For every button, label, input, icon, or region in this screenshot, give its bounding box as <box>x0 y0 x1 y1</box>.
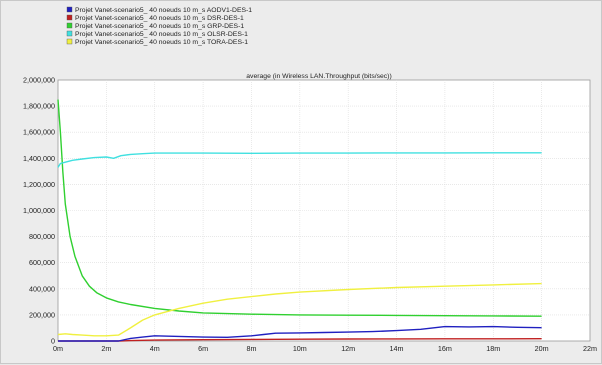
x-tick-label: 4m <box>150 344 160 353</box>
series-line-0 <box>58 325 542 342</box>
x-tick-label: 2m <box>101 344 111 353</box>
legend-label: Projet Vanet-scenario5_ 40 noeuds 10 m_s… <box>75 39 248 46</box>
x-tick-label: 0m <box>53 344 63 353</box>
series-line-4 <box>57 282 542 337</box>
x-tick-label: 6m <box>198 344 208 353</box>
y-tick-label: 1,600,000 <box>23 128 55 137</box>
x-tick-label: 12m <box>341 344 355 353</box>
y-tick-label: 0 <box>51 337 55 346</box>
series-line-3 <box>57 152 542 168</box>
chart-title: average (in Wireless LAN.Throughput (bit… <box>246 73 391 80</box>
legend-label: Projet Vanet-scenario5_ 40 noeuds 10 m_s… <box>75 7 252 14</box>
y-tick-label: 800,000 <box>29 232 55 241</box>
legend-label: Projet Vanet-scenario5_ 40 noeuds 10 m_s… <box>75 31 248 38</box>
series-lines <box>57 99 542 342</box>
grid-lines <box>58 80 590 341</box>
legend-swatch <box>66 14 73 21</box>
x-tick-label: 20m <box>535 344 549 353</box>
x-tick-label: 10m <box>293 344 307 353</box>
x-tick-labels: 0m 2m 4m 6m 8m 10m 12m 14m 16m 18m 20m 22m <box>53 344 597 353</box>
legend: Projet Vanet-scenario5_ 40 noeuds 10 m_s… <box>66 6 252 46</box>
series-line-2 <box>57 99 542 317</box>
legend-label: Projet Vanet-scenario5_ 40 noeuds 10 m_s… <box>75 23 244 30</box>
y-tick-label: 2,000,000 <box>23 76 55 85</box>
y-tick-label: 600,000 <box>29 258 55 267</box>
y-tick-label: 1,200,000 <box>23 180 55 189</box>
y-tick-label: 1,800,000 <box>23 102 55 111</box>
y-tick-label: 400,000 <box>29 284 55 293</box>
y-tick-label: 1,000,000 <box>23 206 55 215</box>
y-tick-label: 200,000 <box>29 310 55 319</box>
legend-swatch <box>66 6 73 13</box>
series-line-1 <box>58 338 542 342</box>
legend-swatch <box>66 30 73 37</box>
x-tick-label: 8m <box>246 344 256 353</box>
x-tick-label: 18m <box>486 344 500 353</box>
legend-swatch <box>66 38 73 45</box>
y-tick-labels: 0 200,000 400,000 600,000 800,000 1,000,000 1,… <box>23 76 55 346</box>
y-tick-label: 1,400,000 <box>23 154 55 163</box>
x-tick-label: 14m <box>390 344 404 353</box>
legend-label: Projet Vanet-scenario5_ 40 noeuds 10 m_s… <box>75 15 244 22</box>
x-tick-label: 16m <box>438 344 452 353</box>
x-tick-label: 22m <box>583 344 597 353</box>
legend-swatch <box>66 22 73 29</box>
